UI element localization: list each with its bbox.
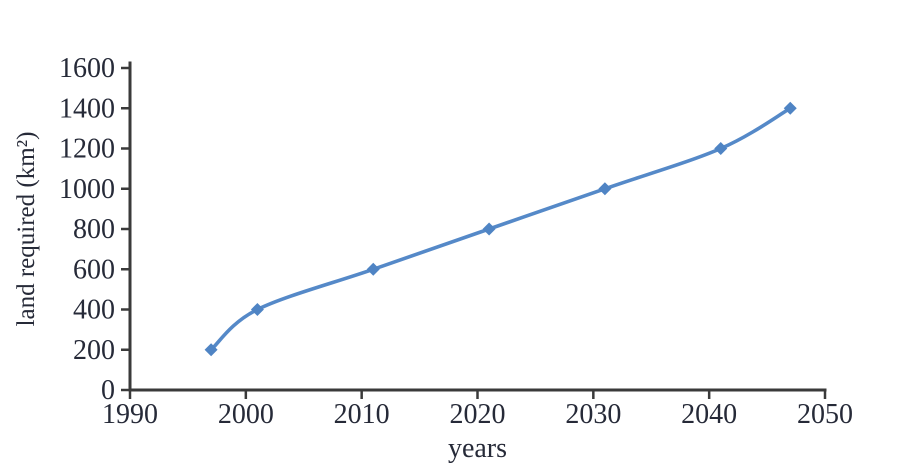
y-tick-label: 1400 bbox=[59, 93, 115, 124]
y-tick-label: 200 bbox=[73, 335, 115, 366]
x-tick-label: 2010 bbox=[334, 399, 390, 430]
y-tick-label: 1200 bbox=[59, 134, 115, 165]
y-tick-label: 1000 bbox=[59, 174, 115, 205]
data-point-marker bbox=[783, 101, 797, 115]
y-tick-label: 600 bbox=[73, 254, 115, 285]
data-point-marker bbox=[482, 222, 496, 236]
data-point-marker bbox=[714, 142, 728, 155]
x-tick-label: 2050 bbox=[797, 399, 853, 430]
data-point-markers bbox=[204, 101, 797, 357]
x-tick-label: 2020 bbox=[450, 399, 506, 430]
x-axis-title: years bbox=[448, 433, 507, 464]
y-axis-title: land required (km²) bbox=[13, 132, 40, 327]
data-point-marker bbox=[250, 303, 264, 316]
x-tick-label: 1990 bbox=[102, 399, 158, 430]
y-tick-label: 800 bbox=[73, 214, 115, 245]
y-tick-marks bbox=[121, 66, 130, 392]
y-tick-label: 400 bbox=[73, 295, 115, 326]
axes bbox=[128, 61, 827, 392]
x-tick-label: 2040 bbox=[681, 399, 737, 430]
data-point-marker bbox=[598, 182, 612, 196]
y-tick-label: 1600 bbox=[59, 53, 115, 84]
x-tick-label: 2000 bbox=[218, 399, 274, 430]
data-point-marker bbox=[366, 262, 380, 276]
y-tick-label: 0 bbox=[101, 375, 115, 406]
data-series-line bbox=[209, 106, 793, 352]
x-tick-marks bbox=[128, 390, 827, 399]
x-tick-label: 2030 bbox=[565, 399, 621, 430]
x-tick-labels: 1990 2000 2010 2020 2030 2040 2050 bbox=[102, 399, 853, 430]
y-tick-labels: 0 200 400 600 800 1000 1200 1400 1600 bbox=[59, 53, 115, 406]
data-point-marker bbox=[204, 343, 218, 357]
